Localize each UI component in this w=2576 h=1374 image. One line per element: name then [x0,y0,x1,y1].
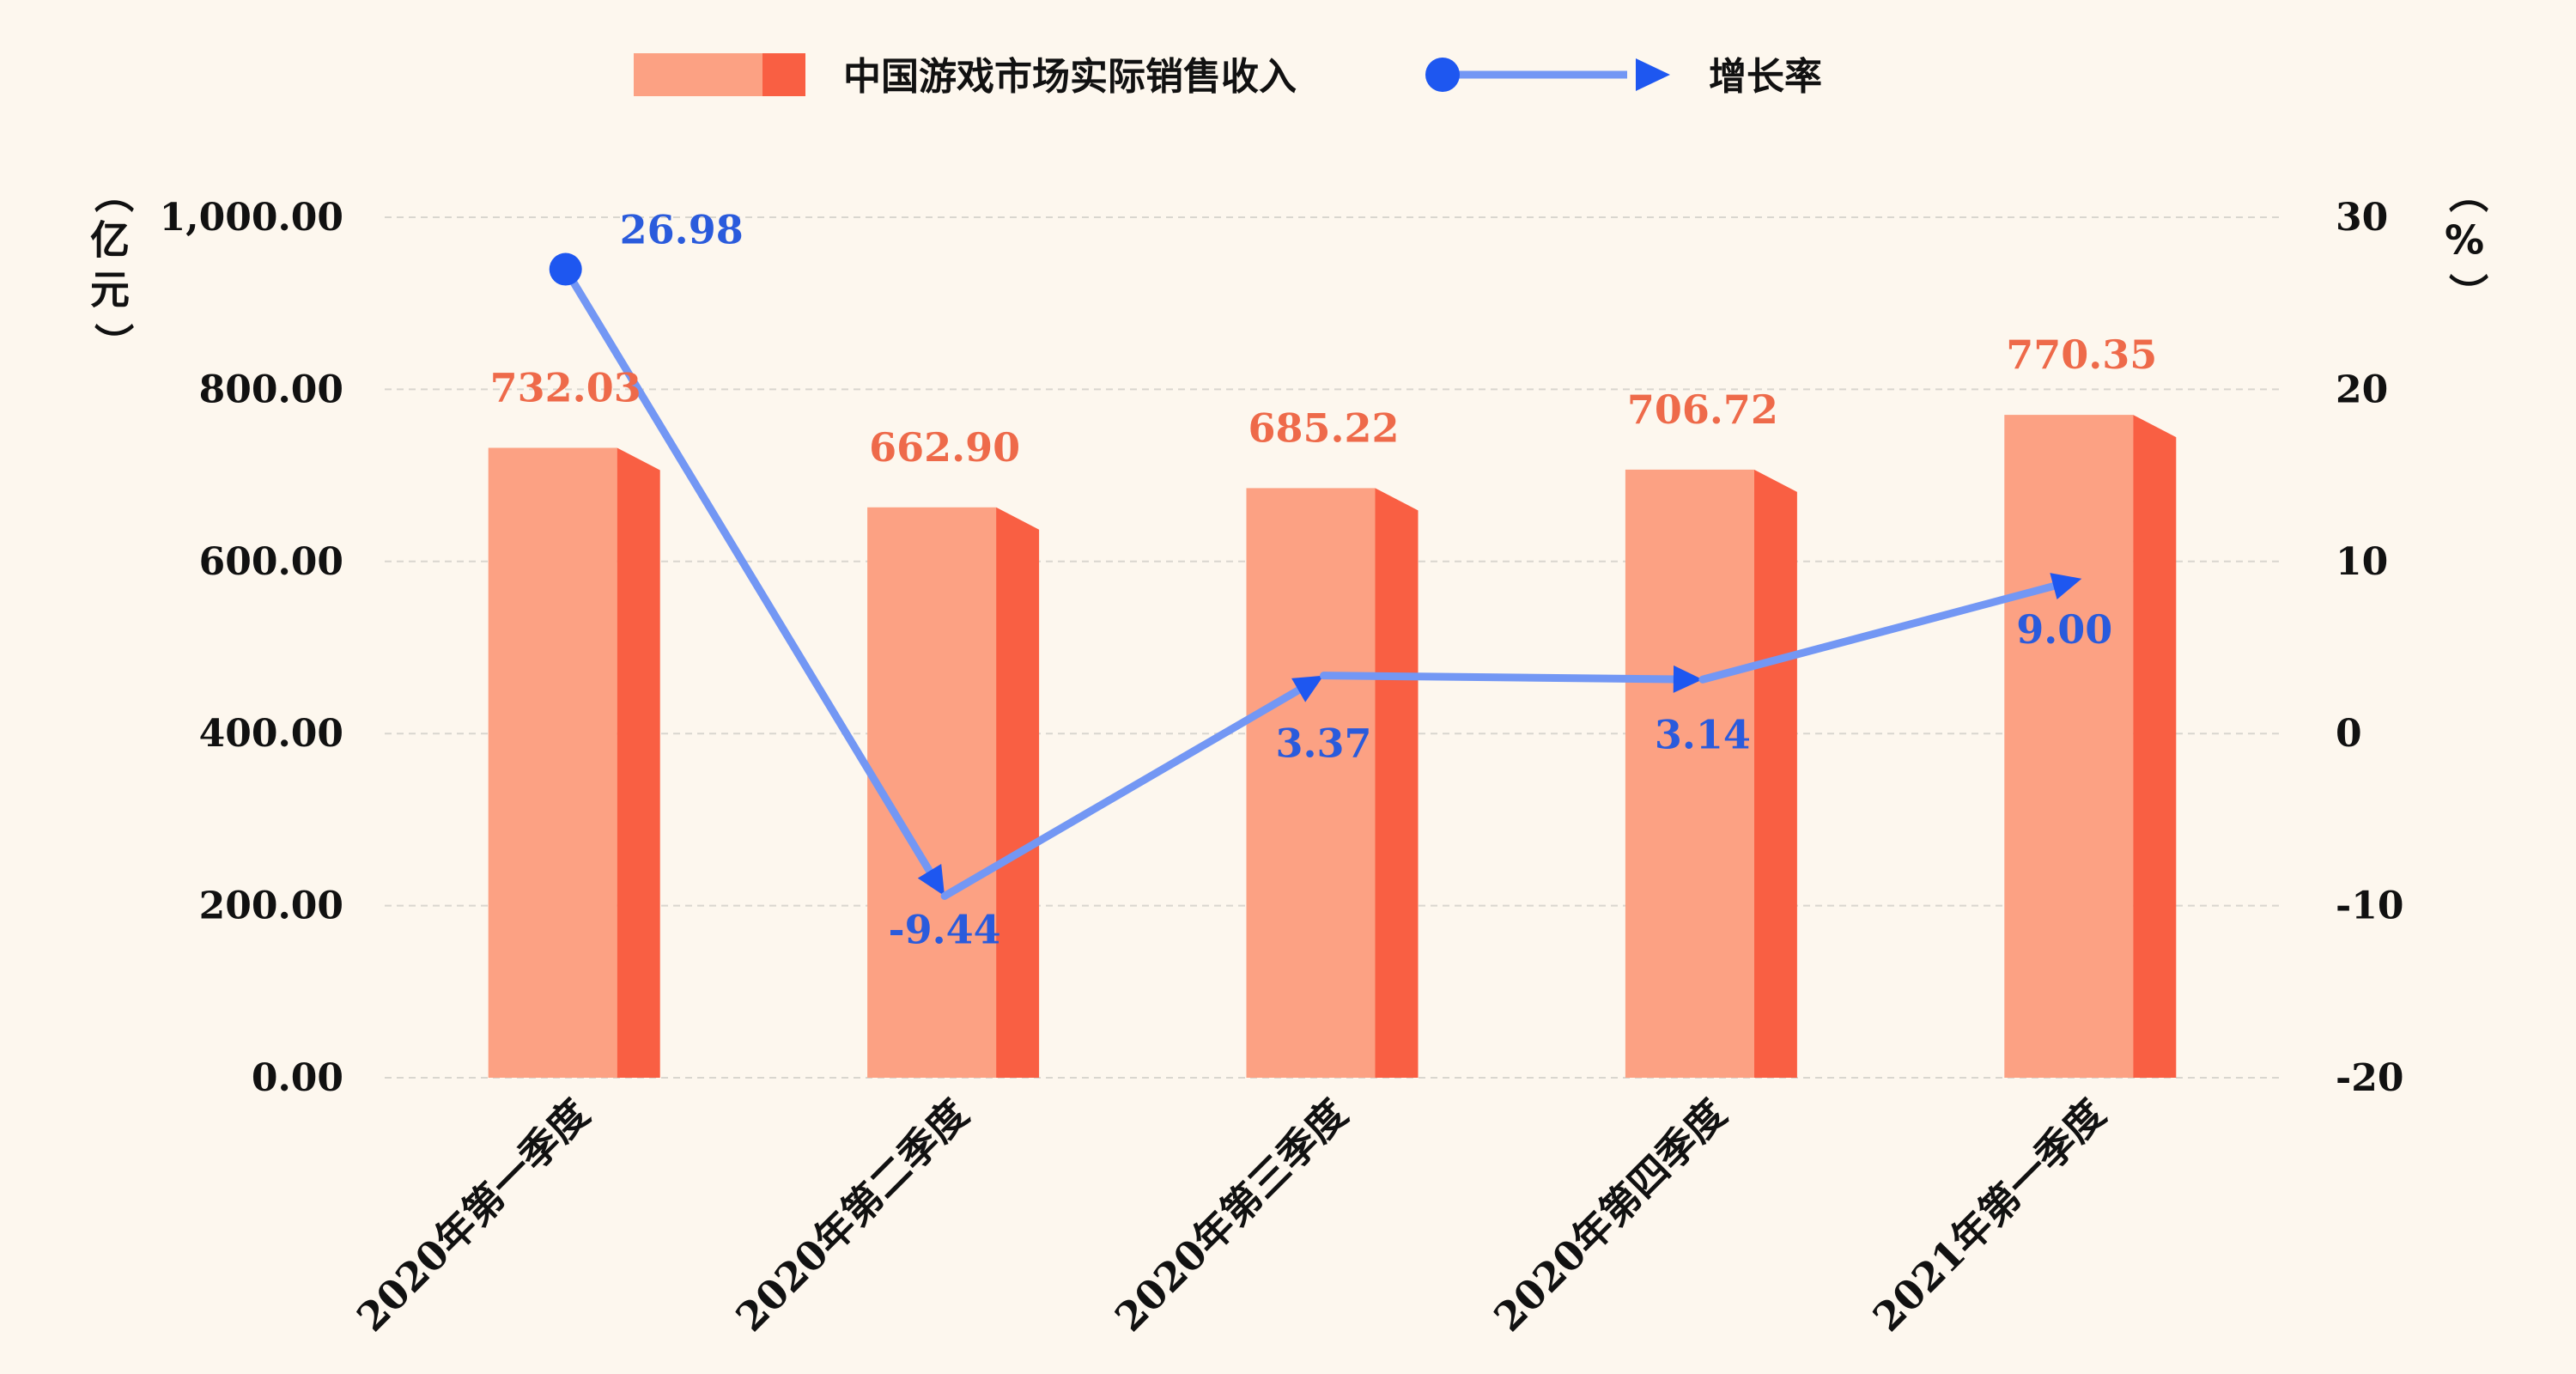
x-tick-label: 2020年第三季度 [1106,1091,1356,1341]
x-tick-label: 2020年第四季度 [1485,1091,1735,1341]
rate-arrowhead [1673,665,1703,693]
rate-line-segment [940,684,1306,900]
bar-side [617,447,660,1078]
bar-side [1753,469,1797,1078]
data-labels: 732.03 662.90 685.22 706.72 770.35 26.98 -9.44… [490,207,2158,953]
bar-front [488,447,617,1078]
rate-value-label: 9.00 [2016,606,2112,653]
legend-swatch-side [762,53,805,96]
bar-front [1625,469,1754,1078]
bar-side [2133,415,2177,1078]
rate-point [549,252,582,286]
bar-value-label: 770.35 [2006,331,2157,378]
right-tick-label: 30 [2336,196,2388,240]
bar-value-label: 685.22 [1248,404,1399,451]
x-tick-label: 2020年第二季度 [727,1091,977,1341]
bar-front [1246,488,1376,1078]
bar [2004,415,2177,1078]
left-tick-label: 800.00 [199,368,343,411]
legend-arrow [1636,58,1670,91]
left-axis-unit: （亿元 ） [90,173,137,362]
bar-side [996,507,1040,1078]
axis-unit-char: （ [90,173,137,213]
right-tick-label: -10 [2336,885,2404,928]
rate-value-label: 26.98 [620,207,744,253]
rate-arrowhead [2050,573,2082,600]
gridlines [385,216,2280,1079]
bar [1625,469,1797,1078]
axis-unit-char: ） [90,323,137,362]
legend-swatch-front [634,53,762,96]
right-tick-label: 0 [2336,712,2362,756]
rate-line-segment [562,265,936,879]
x-tick-label: 2020年第一季度 [348,1091,598,1341]
left-tick-label: 600.00 [199,540,343,584]
legend-label: 中国游戏市场实际销售收入 [843,55,1297,99]
rate-line-segment [1698,581,2061,684]
axis-unit-char: 亿 [90,217,130,264]
bar-value-label: 706.72 [1627,386,1778,433]
left-tick-label: 1,000.00 [160,196,343,240]
right-tick-label: -20 [2336,1056,2404,1100]
legend-item-revenue: 中国游戏市场实际销售收入 [634,53,1297,99]
legend: 中国游戏市场实际销售收入 增长率 [634,53,1822,99]
bar-front [867,507,997,1078]
right-axis-unit: （% ） [2445,173,2491,313]
left-tick-label: 400.00 [199,712,343,756]
rate-value-label: -9.44 [889,906,1001,952]
legend-marker [1425,58,1460,92]
rate-arrowhead [1291,675,1324,702]
bar-value-label: 662.90 [869,424,1020,471]
bar [488,447,660,1078]
right-tick-label: 20 [2336,368,2388,411]
legend-item-rate: 增长率 [1425,55,1822,99]
rate-value-label: 3.14 [1655,711,1751,757]
x-tick-label: 2021年第一季度 [1864,1091,2114,1341]
rate-value-label: 3.37 [1275,720,1371,767]
bar [1246,488,1419,1078]
rate-line-segment [1320,672,1681,684]
axis-unit-char: ） [2445,273,2491,313]
bar-side [1375,488,1419,1078]
bar-series [488,415,2177,1078]
left-tick-label: 0.00 [252,1056,343,1100]
axis-unit-char: （ [2445,173,2491,213]
right-tick-label: 10 [2336,540,2388,584]
bar [867,507,1040,1078]
legend-label: 增长率 [1709,55,1822,99]
rate-arrowhead [917,864,945,897]
bar-front [2004,415,2134,1078]
line-series [549,252,2082,900]
axis-unit-char: % [2445,217,2484,264]
left-tick-label: 200.00 [199,885,343,928]
bar-value-label: 732.03 [490,365,641,411]
axis-unit-char: 元 [90,267,130,313]
